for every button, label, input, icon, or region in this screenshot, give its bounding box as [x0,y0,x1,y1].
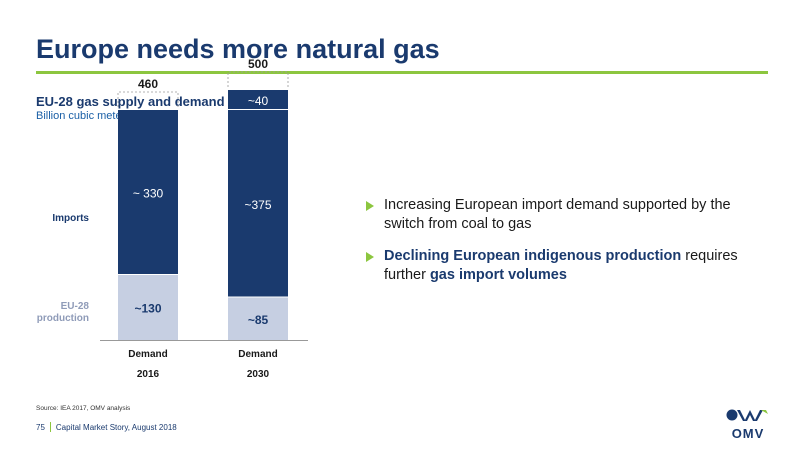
category-year-label: 2030 [247,369,270,380]
bullet-2-bold-1: Declining European indigenous production [384,248,682,264]
series-label-production: production [37,313,89,324]
total-bracket [227,71,289,87]
footer: 75 Capital Market Story, August 2018 [36,422,177,432]
bar-value-label: ~375 [244,198,271,212]
bar-segment [228,110,288,297]
chart-title: EU-28 gas supply and demand [36,94,225,109]
bar-segment [228,90,288,109]
bullet-1: Increasing European import demand suppor… [366,196,746,234]
total-label: 500 [248,57,268,71]
bar-value-label: ~ 330 [133,187,164,201]
series-label-imports: Imports [52,213,89,224]
bar-value-label: ~40 [248,94,269,108]
series-label-production: EU-28 [61,301,90,312]
total-bracket [117,91,179,107]
bullet-2-bold-2: gas import volumes [429,267,567,283]
triangle-bullet-icon [366,252,374,262]
source-note: Source: IEA 2017, OMV analysis [36,405,131,412]
omv-logo-text: OMV [732,426,765,441]
page-number: 75 [36,423,45,432]
bullet-2-text: requires further [384,248,738,283]
footer-text: Capital Market Story, August 2018 [55,423,177,432]
bar-value-label: ~85 [248,313,269,327]
triangle-bullet-icon [366,201,374,211]
category-label: Demand [128,349,167,360]
bar-value-label: ~130 [134,302,161,316]
title-underline [36,71,768,74]
footer-separator [49,422,51,432]
bullet-list: Increasing European import demand suppor… [366,196,746,298]
total-label: 460 [138,77,158,91]
bar-segment [118,110,178,274]
bar-segment [118,275,178,340]
category-label: Demand [238,349,277,360]
category-year-label: 2016 [137,369,160,380]
bullet-2: Declining European indigenous production… [366,247,746,285]
slide-title: Europe needs more natural gas [36,34,440,64]
bar-segment [228,297,288,340]
omv-logo: OMV [726,409,768,441]
bullet-1-text: Increasing European import demand suppor… [384,197,731,232]
